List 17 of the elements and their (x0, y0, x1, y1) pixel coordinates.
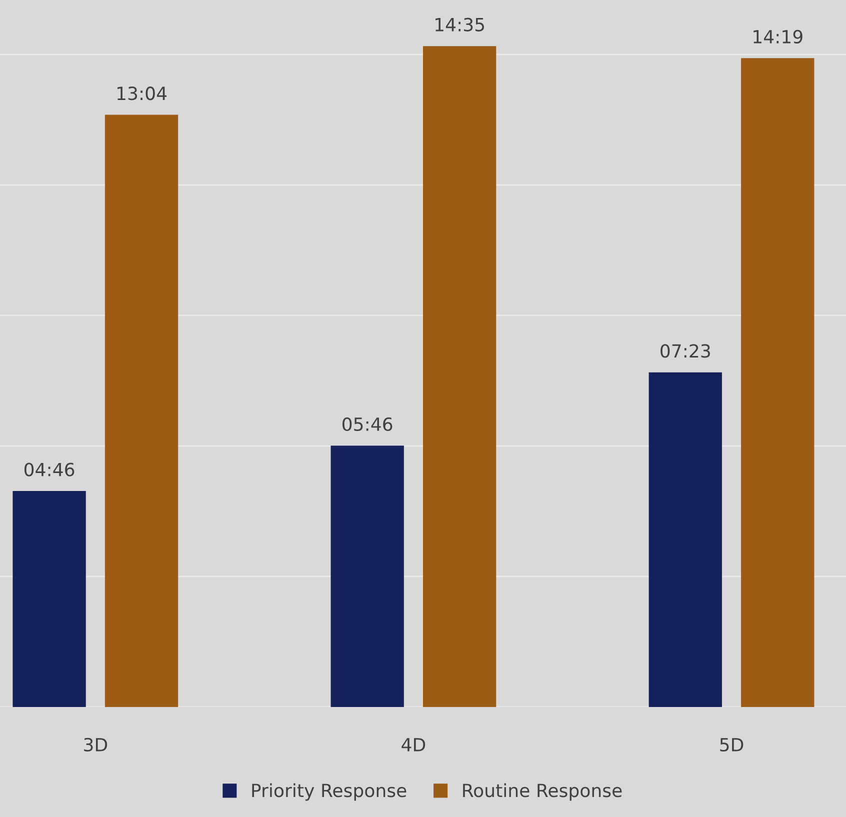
legend-label: Routine Response (463, 783, 622, 801)
data-label: 04:46 (24, 462, 74, 476)
data-label: 14:35 (436, 18, 484, 32)
x-tick-label: 5D (720, 738, 744, 752)
data-label: 13:04 (117, 86, 167, 100)
legend-label: Priority Response (252, 783, 406, 801)
bar (330, 446, 404, 707)
bar (104, 114, 178, 707)
x-tick-label: 3D (84, 738, 108, 752)
bar (648, 372, 722, 707)
data-label: 05:46 (342, 417, 392, 432)
data-label: 14:19 (754, 30, 802, 44)
bar (12, 490, 86, 707)
x-tick-label: 4D (402, 738, 426, 752)
data-label: 07:23 (660, 344, 710, 358)
bar (741, 58, 814, 707)
bar (423, 46, 496, 707)
